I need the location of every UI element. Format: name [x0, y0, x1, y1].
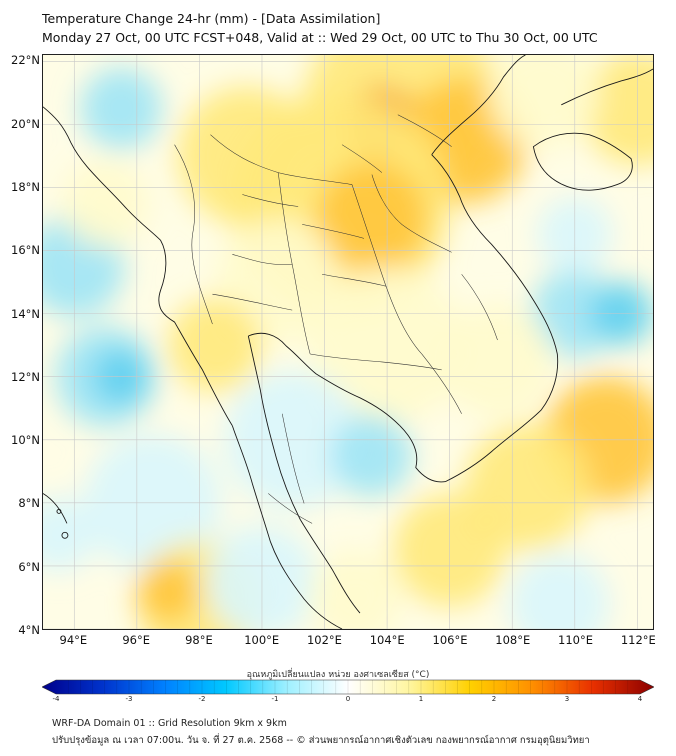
field-blob-cool [330, 414, 413, 497]
lon-label: 102°E [306, 633, 342, 647]
lat-label: 16°N [11, 243, 40, 258]
lat-label: 20°N [11, 116, 40, 131]
lon-label: 110°E [558, 633, 594, 647]
lon-label: 100°E [244, 633, 280, 647]
lon-label: 112°E [620, 633, 656, 647]
field-blob-warm_light [440, 304, 553, 418]
field-blob-warm [581, 55, 653, 166]
lat-label: 14°N [11, 306, 40, 321]
lon-label: 106°E [432, 633, 468, 647]
field-blob-cool_light [509, 553, 610, 629]
coastlines [43, 55, 653, 629]
lon-label: 98°E [185, 633, 213, 647]
colorbar-gradient [42, 679, 654, 695]
field-blob-warm_light [487, 55, 600, 150]
field-blob-warm_strong [315, 162, 428, 276]
colorbar-tick-label: -2 [198, 695, 206, 703]
lon-label: 104°E [369, 633, 405, 647]
lat-label: 12°N [11, 369, 40, 384]
lat-label: 6°N [18, 559, 40, 574]
colorbar [42, 679, 654, 695]
colorbar-tick-label: -1 [271, 695, 279, 703]
footer-credit: ปรับปรุงข้อมูล ณ เวลา 07:00น. วัน จ. ที่… [52, 735, 590, 746]
field-blob-cool_light [43, 496, 97, 573]
colorbar-tick-label: 0 [345, 695, 351, 703]
field-blob-warm [168, 297, 262, 393]
field-blob-warm_strong [136, 559, 200, 623]
field-blob-warm [177, 86, 316, 226]
province-borders [174, 114, 498, 524]
map-subtitle: Monday 27 Oct, 00 UTC FCST+048, Valid at… [42, 30, 598, 45]
lat-label: 10°N [11, 433, 40, 448]
lat-label: 22°N [11, 53, 40, 68]
colorbar-tick-label: 4 [637, 695, 643, 703]
colorbar-tick-label: 2 [491, 695, 497, 703]
colorbar-tick-label: -3 [125, 695, 133, 703]
colorbar-tick-label: 1 [418, 695, 424, 703]
map-gridlines [43, 55, 653, 629]
colorbar-title: อุณหภูมิเปลี่ยนแปลง หน่วย องศาเซลเซียส (… [246, 670, 430, 680]
colorbar-tick-label: 3 [564, 695, 570, 703]
colorbar-tick-label: -4 [52, 695, 60, 703]
field-blob-cool [80, 67, 162, 150]
lon-label: 94°E [59, 633, 88, 647]
temperature-change-map [43, 55, 653, 629]
lat-label: 8°N [18, 496, 40, 511]
field-blob-warm_light [61, 159, 150, 248]
map-panel[interactable] [42, 54, 654, 630]
lon-label: 96°E [122, 633, 150, 647]
map-title: Temperature Change 24-hr (mm) - [Data As… [42, 11, 381, 26]
lat-label: 18°N [11, 179, 40, 194]
field-blob-warm [465, 424, 591, 551]
lat-label: 4°N [18, 623, 40, 637]
footer-domain-info: WRF-DA Domain 01 :: Grid Resolution 9km … [52, 718, 287, 729]
lon-label: 108°E [495, 633, 531, 647]
